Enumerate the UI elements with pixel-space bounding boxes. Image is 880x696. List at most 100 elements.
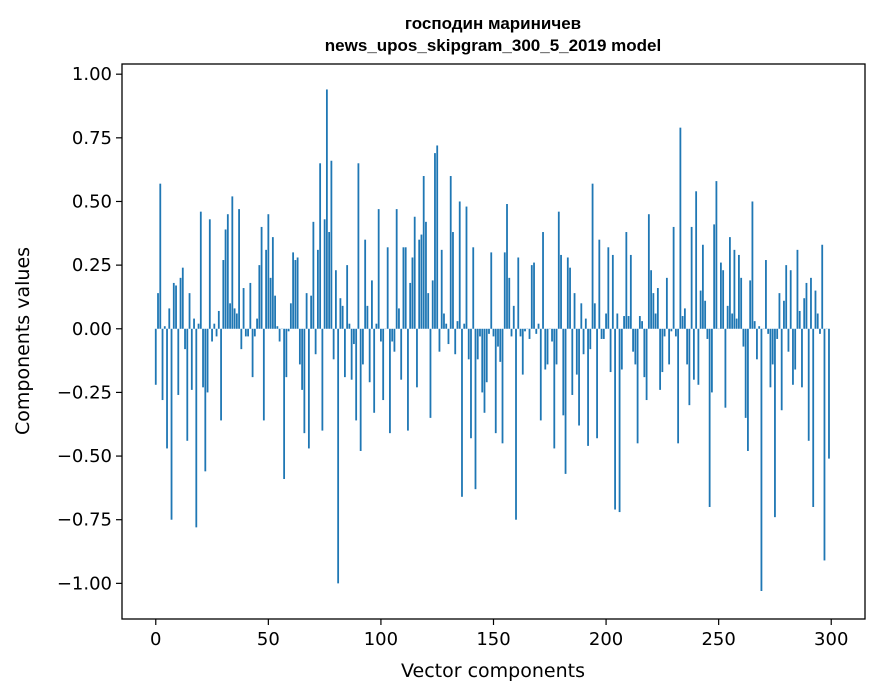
bar-component-100 [380, 328, 382, 342]
bar-component-293 [814, 290, 817, 329]
bar-component-137 [463, 323, 466, 329]
bar-component-69 [310, 295, 313, 329]
bar-component-258 [735, 318, 738, 329]
bar-component-27 [215, 328, 218, 337]
bar-component-150 [492, 328, 495, 337]
bar-component-76 [325, 89, 328, 329]
bar-component-215 [638, 316, 641, 329]
bar-component-74 [321, 328, 324, 431]
bar-component-157 [508, 277, 511, 329]
bar-component-173 [544, 328, 547, 370]
bar-component-287 [801, 328, 803, 388]
bar-component-49 [265, 249, 267, 329]
bar-component-196 [596, 328, 598, 439]
bar-component-99 [377, 209, 380, 329]
bar-component-233 [679, 127, 682, 329]
bar-component-103 [386, 247, 389, 329]
bar-component-246 [708, 328, 711, 507]
bar-component-17 [193, 318, 195, 329]
bar-component-220 [650, 270, 653, 329]
bar-component-167 [530, 265, 533, 329]
chart-title-line-2: news_upos_skipgram_300_5_2019 model [325, 36, 661, 55]
bar-component-219 [647, 214, 650, 329]
bar-component-168 [533, 262, 535, 329]
bar-component-198 [600, 328, 603, 339]
bar-component-185 [571, 328, 574, 395]
y-tick-label: 0.25 [72, 255, 112, 276]
bar-component-218 [645, 328, 648, 401]
bar-component-228 [668, 328, 671, 365]
bar-component-38 [240, 328, 243, 350]
bar-component-133 [454, 328, 457, 355]
bar-component-205 [616, 313, 619, 329]
bar-component-140 [470, 328, 472, 439]
bar-component-132 [452, 232, 454, 329]
y-tick-label: −0.75 [57, 510, 112, 531]
bar-component-253 [724, 328, 727, 408]
bar-component-181 [562, 328, 565, 416]
bar-component-2 [159, 183, 162, 329]
bar-component-216 [641, 321, 643, 329]
bar-component-251 [720, 262, 722, 329]
bar-component-277 [778, 293, 781, 329]
bar-component-139 [467, 328, 470, 360]
bar-component-93 [364, 239, 367, 329]
bar-component-43 [251, 328, 254, 378]
x-tick-label: 50 [257, 629, 280, 650]
bar-component-134 [456, 321, 459, 329]
bar-component-201 [607, 247, 610, 329]
bar-component-47 [260, 226, 263, 329]
bar-component-263 [747, 328, 749, 451]
x-tick-label: 0 [150, 629, 161, 650]
bar-component-254 [726, 305, 729, 329]
bar-component-290 [807, 328, 810, 441]
bar-component-166 [528, 328, 531, 339]
bar-component-124 [434, 153, 436, 329]
bar-component-54 [276, 326, 279, 329]
bar-component-116 [416, 328, 418, 388]
bar-component-7 [170, 328, 173, 520]
bar-component-91 [359, 328, 362, 451]
bar-component-72 [316, 249, 319, 329]
bar-component-21 [202, 328, 204, 388]
bar-component-15 [188, 293, 191, 329]
bar-component-12 [181, 267, 184, 329]
bar-component-24 [208, 219, 211, 329]
bar-component-20 [199, 211, 202, 329]
bar-component-77 [328, 232, 331, 329]
bar-component-14 [186, 328, 189, 441]
bar-component-229 [670, 328, 673, 332]
bar-component-30 [222, 260, 225, 329]
bar-component-237 [688, 328, 691, 406]
bar-component-245 [706, 328, 709, 339]
bar-component-19 [197, 323, 200, 329]
bar-component-265 [751, 201, 754, 329]
bar-component-85 [346, 265, 349, 329]
bar-component-225 [661, 328, 664, 373]
bar-component-227 [665, 277, 668, 329]
bar-component-151 [494, 328, 497, 434]
bar-component-148 [488, 328, 490, 334]
bar-component-106 [393, 328, 396, 352]
x-tick-label: 300 [814, 629, 848, 650]
bar-component-190 [582, 328, 585, 355]
bar-component-184 [569, 267, 571, 329]
bar-component-195 [593, 303, 596, 329]
bar-component-83 [341, 305, 344, 329]
bar-component-34 [231, 196, 234, 329]
bar-component-28 [217, 310, 220, 329]
bar-component-81 [337, 328, 340, 584]
bar-component-136 [461, 328, 463, 497]
bar-component-171 [539, 328, 542, 421]
bar-component-0 [154, 328, 157, 385]
bar-component-243 [701, 244, 704, 329]
bar-component-97 [373, 328, 376, 413]
bar-component-162 [519, 328, 522, 337]
bar-component-40 [244, 328, 247, 337]
bar-component-62 [294, 260, 297, 329]
bar-component-130 [447, 328, 450, 345]
bar-component-128 [443, 313, 445, 329]
bar-component-221 [652, 293, 655, 329]
bar-component-202 [609, 328, 612, 373]
bar-component-129 [445, 323, 448, 329]
